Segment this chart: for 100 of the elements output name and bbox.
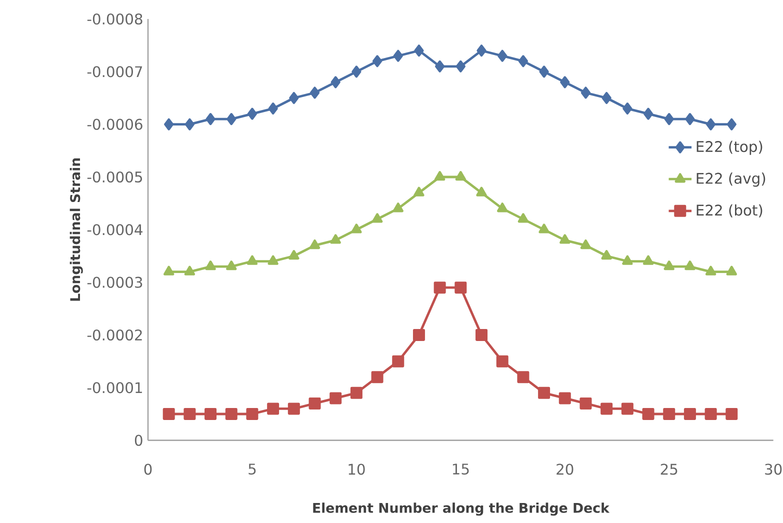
point	[642, 255, 654, 265]
point	[163, 266, 174, 276]
x-tick-label: 10	[348, 464, 365, 475]
point	[288, 250, 300, 260]
y-axis-title: Longitudinal Strain	[70, 158, 83, 301]
y-tick-label: -0.0007	[87, 66, 142, 78]
point	[392, 202, 404, 212]
point	[246, 408, 258, 420]
point	[225, 408, 238, 420]
point	[684, 260, 696, 270]
point	[372, 55, 382, 68]
point	[351, 224, 362, 234]
x-tick-label: 5	[248, 464, 256, 475]
point	[517, 371, 530, 384]
legend-label: E22 (bot)	[696, 204, 762, 218]
point	[288, 402, 300, 415]
y-tick-label: -0.0002	[87, 329, 142, 341]
point	[476, 328, 488, 341]
y-tick-label: -0.0004	[87, 224, 142, 236]
point	[162, 408, 175, 420]
point	[184, 408, 196, 420]
point	[560, 76, 570, 88]
point	[476, 44, 486, 57]
point	[664, 113, 674, 126]
point	[643, 108, 654, 120]
point	[476, 186, 487, 196]
point	[455, 170, 466, 181]
point	[309, 239, 320, 250]
point	[184, 266, 196, 276]
point	[496, 355, 508, 368]
point	[622, 255, 633, 265]
point	[352, 66, 362, 78]
x-tick-label: 30	[765, 464, 782, 475]
point	[164, 118, 174, 130]
y-tick-label: -0.0003	[87, 276, 142, 288]
x-tick-label: 20	[556, 464, 574, 475]
point	[289, 92, 299, 104]
legend-label: E22 (avg)	[696, 172, 766, 187]
point	[706, 118, 716, 130]
point	[310, 86, 320, 99]
point	[268, 255, 278, 265]
point	[350, 386, 362, 399]
point	[330, 234, 341, 244]
point	[454, 282, 467, 294]
point	[622, 102, 632, 115]
point	[372, 213, 383, 223]
y-tick-label: -0.0006	[87, 118, 142, 130]
point	[538, 224, 550, 234]
point	[414, 186, 424, 196]
point	[434, 282, 446, 294]
y-tick-label: 0	[134, 434, 142, 446]
point	[204, 408, 217, 420]
point	[498, 50, 508, 62]
point	[685, 113, 695, 126]
x-tick-label: 0	[144, 464, 152, 475]
point	[393, 50, 403, 62]
point	[206, 113, 216, 126]
point	[664, 260, 674, 270]
point	[684, 408, 696, 420]
y-tick-label: -0.0008	[87, 13, 142, 25]
point	[330, 76, 340, 88]
point	[602, 92, 612, 104]
point	[184, 118, 194, 130]
x-tick-label: 15	[452, 464, 469, 475]
point	[539, 66, 549, 78]
point	[601, 250, 612, 260]
x-tick-label: 25	[660, 464, 678, 475]
point	[330, 392, 342, 404]
y-tick-label: -0.0005	[87, 171, 142, 183]
point	[726, 266, 737, 276]
point	[518, 55, 528, 68]
point	[456, 60, 466, 72]
point	[371, 371, 384, 384]
point	[580, 86, 591, 99]
point	[308, 397, 321, 410]
point	[205, 260, 216, 270]
point	[268, 102, 278, 115]
point	[558, 392, 571, 404]
point	[621, 402, 634, 415]
point	[580, 397, 592, 410]
point	[518, 213, 529, 223]
y-tick-label: -0.0001	[87, 382, 142, 394]
point	[414, 44, 424, 57]
point	[726, 118, 736, 130]
x-axis-title: Element Number along the Bridge Deck	[313, 502, 610, 516]
point	[600, 402, 613, 415]
point	[267, 402, 280, 415]
point	[704, 408, 717, 420]
point	[226, 113, 236, 126]
point	[663, 408, 676, 420]
point	[226, 260, 237, 270]
legend-label: E22 (top)	[696, 140, 762, 155]
point	[580, 239, 592, 250]
point	[392, 355, 404, 368]
point	[496, 202, 508, 212]
point	[538, 386, 550, 399]
point	[642, 408, 654, 420]
point	[435, 60, 445, 72]
point	[726, 408, 738, 420]
point	[434, 170, 446, 181]
